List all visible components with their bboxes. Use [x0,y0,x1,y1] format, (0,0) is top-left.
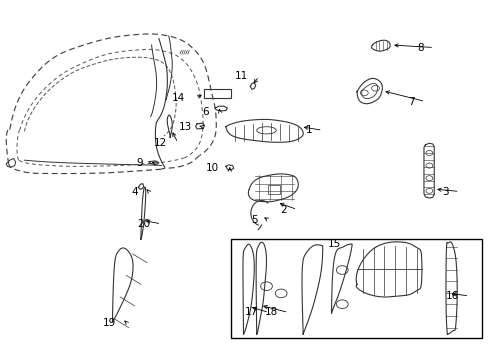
Text: 8: 8 [416,42,423,53]
Text: 6: 6 [202,107,209,117]
Text: 5: 5 [251,215,258,225]
Text: 12: 12 [154,138,167,148]
Text: 17: 17 [244,307,258,318]
Text: 19: 19 [103,318,116,328]
Bar [267,185,280,194]
Text: 15: 15 [327,239,341,249]
Text: 16: 16 [445,291,458,301]
Text: 10: 10 [205,163,219,174]
Bar [230,239,481,338]
Text: 3: 3 [441,186,448,197]
Text: 20: 20 [137,219,150,229]
Text: 4: 4 [131,186,138,197]
Text: 11: 11 [235,71,248,81]
Text: 1: 1 [305,125,311,135]
Text: 18: 18 [264,307,277,318]
Bar [204,89,231,98]
Text: 7: 7 [407,96,414,107]
Text: 14: 14 [171,93,184,103]
Text: 13: 13 [178,122,191,132]
Text: 2: 2 [279,204,286,215]
Text: 9: 9 [136,158,142,168]
